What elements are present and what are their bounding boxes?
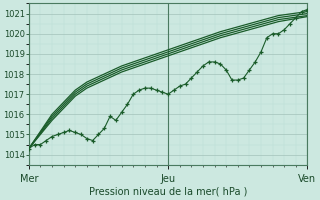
X-axis label: Pression niveau de la mer( hPa ): Pression niveau de la mer( hPa ) bbox=[89, 187, 247, 197]
